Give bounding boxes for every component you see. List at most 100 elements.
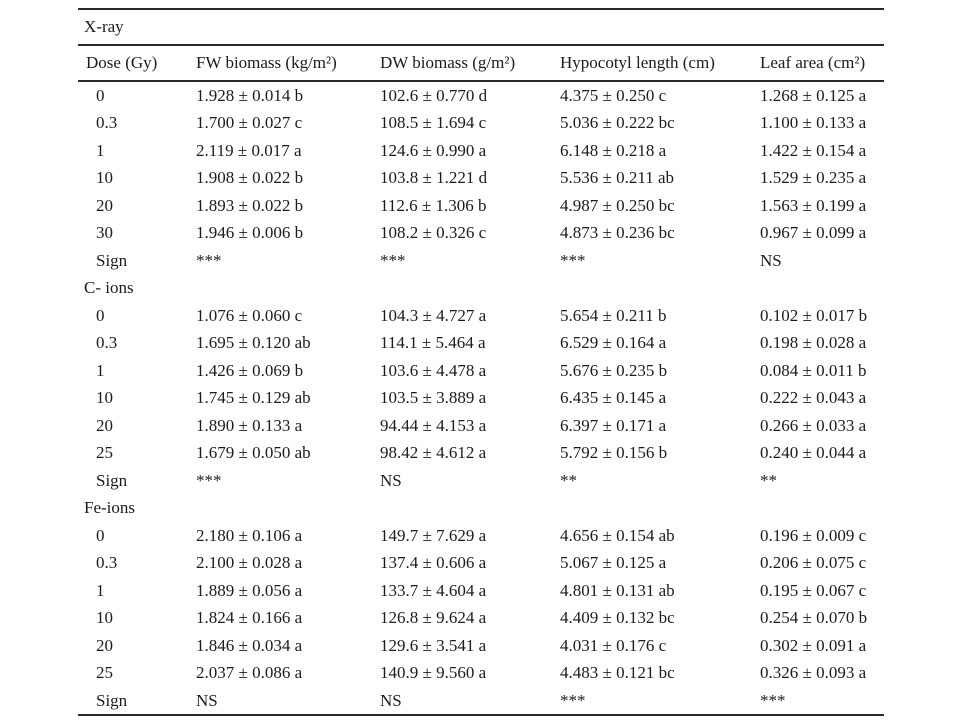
table-row: 0.3 2.100 ± 0.028 a 137.4 ± 0.606 a 5.067 ±… bbox=[78, 549, 884, 577]
value-cell: 4.987 ± 0.250 bc bbox=[560, 195, 675, 215]
value-cell: *** bbox=[196, 250, 222, 270]
value-cell: 5.067 ± 0.125 a bbox=[560, 553, 667, 572]
value-cell: 5.792 ± 0.156 b bbox=[560, 443, 668, 462]
value-cell: 1.076 ± 0.060 c bbox=[196, 305, 303, 325]
table-row: 1 1.426 ± 0.069 b 103.6 ± 4.478 a 5.676 ± 0… bbox=[78, 357, 884, 385]
value-cell: NS bbox=[380, 470, 402, 490]
table-bottom-rule bbox=[78, 714, 884, 716]
value-cell: 126.8 ± 9.624 a bbox=[380, 608, 487, 627]
value-cell: 6.435 ± 0.145 a bbox=[560, 388, 667, 407]
column-header-3: DW biomass (g/m²) bbox=[380, 45, 560, 82]
table-row: 10 1.824 ± 0.166 a 126.8 ± 9.624 a 4.409 ± … bbox=[78, 604, 884, 632]
table-row: 0.3 1.695 ± 0.120 ab 114.1 ± 5.464 a 6.529 … bbox=[78, 329, 884, 357]
value-cell: 108.2 ± 0.326 c bbox=[380, 223, 487, 242]
dose-cell: 20 bbox=[96, 195, 113, 215]
title-separator-rule bbox=[78, 44, 884, 46]
value-cell: 5.676 ± 0.235 b bbox=[560, 360, 668, 380]
value-cell: 1.893 ± 0.022 b bbox=[196, 195, 304, 215]
value-cell: 0.084 ± 0.011 b bbox=[760, 360, 867, 380]
table-row: 1 1.889 ± 0.056 a 133.7 ± 4.604 a 4.801 ± 0… bbox=[78, 577, 884, 605]
results-table: X-ray Dose (Gy) FW biomass (kg/m²) DW biom… bbox=[78, 8, 884, 716]
value-cell: 102.6 ± 0.770 d bbox=[380, 85, 488, 105]
value-cell: 5.536 ± 0.211 ab bbox=[560, 168, 674, 187]
dose-cell: 0.3 bbox=[96, 113, 118, 132]
value-cell: 140.9 ± 9.560 a bbox=[380, 663, 487, 682]
table-row: 20 1.890 ± 0.133 a 94.44 ± 4.153 a 6.397 ± … bbox=[78, 412, 884, 440]
table-row: Sign *** *** *** NS bbox=[78, 247, 884, 275]
section-title-row: Fe-ions bbox=[78, 494, 884, 522]
dose-cell: 30 bbox=[96, 223, 113, 242]
value-cell: 0.206 ± 0.075 c bbox=[760, 553, 867, 572]
dose-cell: 0 bbox=[96, 525, 105, 545]
value-cell: 1.890 ± 0.133 a bbox=[196, 415, 303, 435]
dose-cell: 25 bbox=[96, 443, 113, 462]
value-cell: 103.8 ± 1.221 d bbox=[380, 168, 488, 187]
value-cell: 112.6 ± 1.306 b bbox=[380, 195, 487, 215]
table-row: 0.3 1.700 ± 0.027 c 108.5 ± 1.694 c 5.036 ±… bbox=[78, 109, 884, 137]
table-row: 30 1.946 ± 0.006 b 108.2 ± 0.326 c 4.873 ± … bbox=[78, 219, 884, 247]
value-cell: *** bbox=[380, 250, 406, 270]
value-cell: 2.180 ± 0.106 a bbox=[196, 525, 303, 545]
dose-cell: Sign bbox=[96, 690, 128, 710]
section-title-row: C- ions bbox=[78, 274, 884, 302]
value-cell: 1.700 ± 0.027 c bbox=[196, 113, 303, 132]
value-cell: 0.196 ± 0.009 c bbox=[760, 525, 867, 545]
value-cell: 4.031 ± 0.176 c bbox=[560, 635, 667, 655]
dose-cell: 20 bbox=[96, 415, 113, 435]
section-title: Fe-ions bbox=[84, 498, 135, 517]
value-cell: *** bbox=[560, 690, 586, 710]
value-cell: 4.409 ± 0.132 bc bbox=[560, 608, 675, 627]
value-cell: 1.100 ± 0.133 a bbox=[760, 113, 867, 132]
table-row: 25 2.037 ± 0.086 a 140.9 ± 9.560 a 4.483 ± … bbox=[78, 659, 884, 687]
dose-cell: 20 bbox=[96, 635, 113, 655]
value-cell: 6.148 ± 0.218 a bbox=[560, 140, 667, 160]
table-top-rule bbox=[78, 8, 884, 10]
value-cell: 1.679 ± 0.050 ab bbox=[196, 443, 311, 462]
column-header-4: Hypocotyl length (cm) bbox=[560, 45, 760, 82]
dose-cell: 0.3 bbox=[96, 553, 118, 572]
value-cell: 4.873 ± 0.236 bc bbox=[560, 223, 675, 242]
dose-cell: Sign bbox=[96, 470, 128, 490]
table-row: 0 2.180 ± 0.106 a 149.7 ± 7.629 a 4.656 ± 0… bbox=[78, 522, 884, 550]
value-cell: 103.5 ± 3.889 a bbox=[380, 388, 487, 407]
value-cell: 1.824 ± 0.166 a bbox=[196, 608, 303, 627]
value-cell: 1.745 ± 0.129 ab bbox=[196, 388, 311, 407]
value-cell: 1.846 ± 0.034 a bbox=[196, 635, 303, 655]
value-cell: 2.119 ± 0.017 a bbox=[196, 140, 302, 160]
table-row: 20 1.893 ± 0.022 b 112.6 ± 1.306 b 4.987 ± … bbox=[78, 192, 884, 220]
value-cell: 103.6 ± 4.478 a bbox=[380, 360, 487, 380]
value-cell: ** bbox=[760, 470, 777, 490]
value-cell: 0.240 ± 0.044 a bbox=[760, 443, 867, 462]
value-cell: NS bbox=[380, 690, 402, 710]
value-cell: 5.036 ± 0.222 bc bbox=[560, 113, 675, 132]
value-cell: 0.198 ± 0.028 a bbox=[760, 333, 867, 352]
value-cell: 2.037 ± 0.086 a bbox=[196, 663, 303, 682]
dose-cell: 10 bbox=[96, 168, 113, 187]
dose-cell: 10 bbox=[96, 608, 113, 627]
value-cell: 1.268 ± 0.125 a bbox=[760, 85, 867, 105]
value-cell: 0.254 ± 0.070 b bbox=[760, 608, 868, 627]
table-body: 0 1.928 ± 0.014 b 102.6 ± 0.770 d 4.375 ± 0… bbox=[78, 81, 884, 715]
table-row: 0 1.076 ± 0.060 c 104.3 ± 4.727 a 5.654 ± 0… bbox=[78, 302, 884, 330]
value-cell: *** bbox=[196, 470, 222, 490]
dose-cell: Sign bbox=[96, 250, 128, 270]
value-cell: 0.967 ± 0.099 a bbox=[760, 223, 867, 242]
value-cell: 0.326 ± 0.093 a bbox=[760, 663, 867, 682]
value-cell: 4.801 ± 0.131 ab bbox=[560, 580, 675, 600]
value-cell: 1.695 ± 0.120 ab bbox=[196, 333, 311, 352]
column-header-2: FW biomass (kg/m²) bbox=[196, 45, 380, 82]
table-row: 10 1.908 ± 0.022 b 103.8 ± 1.221 d 5.536 ± … bbox=[78, 164, 884, 192]
table-row: 0 1.928 ± 0.014 b 102.6 ± 0.770 d 4.375 ± 0… bbox=[78, 81, 884, 110]
value-cell: 6.529 ± 0.164 a bbox=[560, 333, 667, 352]
value-cell: 108.5 ± 1.694 c bbox=[380, 113, 487, 132]
value-cell: 124.6 ± 0.990 a bbox=[380, 140, 487, 160]
dose-cell: 0 bbox=[96, 85, 105, 105]
table-row: 20 1.846 ± 0.034 a 129.6 ± 3.541 a 4.031 ± … bbox=[78, 632, 884, 660]
value-cell: 129.6 ± 3.541 a bbox=[380, 635, 487, 655]
table-row: Sign NS NS *** *** bbox=[78, 687, 884, 715]
table-row: 1 2.119 ± 0.017 a 124.6 ± 0.990 a 6.148 ± 0… bbox=[78, 137, 884, 165]
table-row: 25 1.679 ± 0.050 ab 98.42 ± 4.612 a 5.792 ±… bbox=[78, 439, 884, 467]
value-cell: 94.44 ± 4.153 a bbox=[380, 415, 487, 435]
value-cell: 104.3 ± 4.727 a bbox=[380, 305, 487, 325]
value-cell: ** bbox=[560, 470, 577, 490]
